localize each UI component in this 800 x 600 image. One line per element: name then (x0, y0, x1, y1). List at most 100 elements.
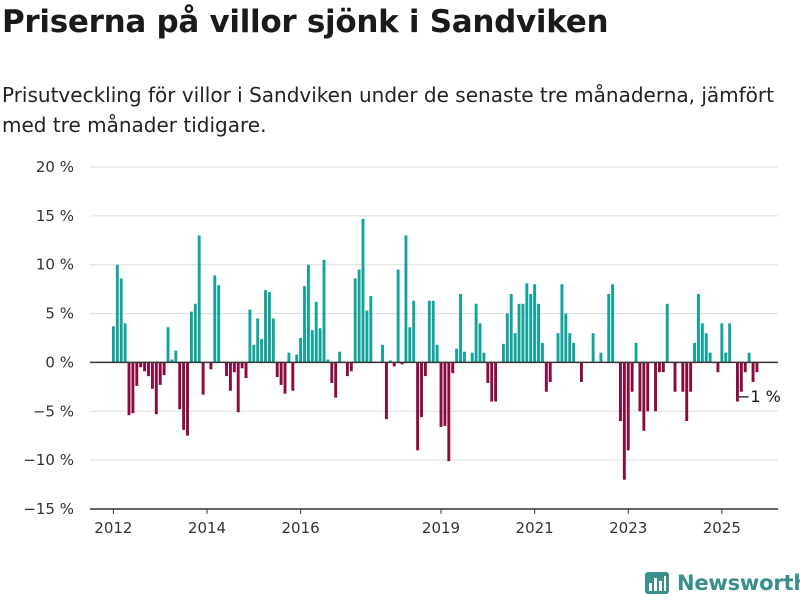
bar (170, 359, 174, 363)
bar (225, 362, 228, 377)
bar (501, 343, 505, 363)
bar (521, 303, 525, 363)
bar (470, 352, 474, 363)
bar (420, 362, 423, 418)
bar (353, 278, 357, 363)
bar (579, 362, 583, 382)
bar (693, 342, 696, 363)
chart-title: Priserna på villor sjönk i Sandviken (2, 4, 609, 40)
bar (556, 333, 560, 363)
x-tick-label: 2021 (516, 519, 554, 537)
bar (186, 362, 189, 436)
bar (544, 362, 548, 392)
bar (681, 362, 685, 392)
bar (119, 278, 123, 363)
y-tick-label: 15 % (36, 207, 74, 225)
bar (626, 362, 630, 451)
bar (111, 326, 115, 363)
x-axis-tick-labels: 2012 2014 2016 2019 2021 2023 2025 (94, 509, 741, 537)
bar (357, 269, 361, 363)
bar (537, 303, 540, 363)
y-tick-label: 10 % (36, 256, 74, 274)
bar (299, 338, 303, 363)
x-tick-label: 2025 (703, 519, 741, 537)
bar (591, 333, 595, 363)
bar (720, 323, 724, 363)
bar (459, 294, 462, 363)
bar (154, 362, 158, 415)
bar (345, 362, 349, 377)
bar (451, 362, 455, 374)
bar (240, 362, 244, 369)
bar (139, 362, 143, 368)
x-tick-label: 2014 (188, 519, 226, 537)
bar (127, 362, 131, 416)
bar (568, 333, 572, 363)
bar (509, 294, 513, 363)
bar (256, 318, 260, 363)
bar (275, 362, 279, 378)
bar (162, 362, 166, 376)
bar (365, 310, 369, 363)
bar (638, 362, 642, 412)
bar (482, 352, 486, 363)
bar (209, 362, 213, 370)
bar (431, 300, 435, 363)
bar (747, 352, 751, 363)
bar (517, 303, 521, 363)
bar (443, 362, 447, 426)
bar (252, 344, 256, 363)
bar (267, 292, 271, 363)
bar (505, 313, 509, 363)
x-tick-label: 2016 (282, 519, 320, 537)
bar (685, 362, 689, 422)
bar (143, 362, 147, 372)
bar (599, 352, 603, 363)
x-tick-label: 2019 (422, 519, 460, 537)
bar (755, 362, 759, 373)
bar (572, 342, 576, 363)
x-axis (90, 361, 778, 510)
bar (525, 283, 529, 363)
bar (696, 294, 700, 363)
bar (166, 327, 170, 363)
bar (147, 362, 150, 377)
bar (654, 362, 657, 412)
bar (611, 284, 615, 363)
bar (540, 342, 544, 363)
bar (439, 362, 443, 427)
bar (271, 318, 275, 363)
bar (708, 352, 712, 363)
bar (369, 295, 373, 363)
y-tick-label: −15 % (23, 500, 74, 518)
bar (560, 284, 564, 363)
bar (334, 362, 338, 398)
bar (642, 362, 646, 431)
bar (150, 362, 154, 389)
y-tick-label: 20 % (36, 158, 74, 176)
bar (213, 275, 217, 363)
bar (306, 264, 310, 363)
bar (174, 350, 178, 363)
bar (287, 352, 291, 363)
bar-series (111, 218, 759, 480)
bar (217, 285, 221, 363)
bar (673, 362, 677, 392)
bar (447, 362, 451, 462)
bar (115, 264, 119, 363)
bar (564, 313, 568, 363)
bar (361, 218, 365, 363)
bar (657, 362, 661, 373)
bar (661, 362, 665, 373)
bar (381, 344, 384, 363)
y-axis-tick-labels: 20 % 15 % 10 % 5 % 0 % −5 % −10 % −15 % (23, 158, 74, 518)
bar (646, 362, 650, 412)
bar (349, 362, 353, 372)
bar (634, 342, 638, 363)
bar (494, 362, 498, 402)
last-value-label: −1 % (737, 387, 781, 406)
bar (388, 360, 392, 363)
bar (338, 351, 342, 363)
bar (630, 362, 634, 392)
bar (314, 301, 318, 363)
